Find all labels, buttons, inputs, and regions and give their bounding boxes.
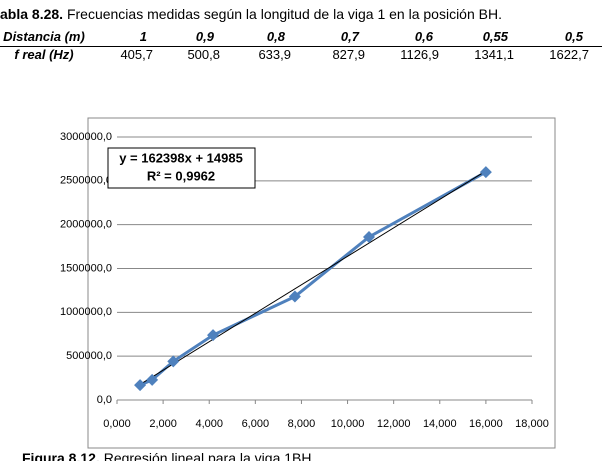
y-tick-label: 1000000,0 — [60, 306, 112, 318]
y-tick-label: 500000,0 — [66, 350, 112, 362]
equation-box — [107, 147, 256, 189]
x-tick-label: 12,000 — [377, 418, 411, 430]
header-cell: 1 — [139, 29, 147, 44]
data-point — [207, 329, 220, 342]
y-tick-label: 0,0 — [97, 394, 112, 406]
table-cell: 827,9 — [332, 47, 365, 62]
x-tick-label: 2,000 — [149, 418, 177, 430]
x-tick-label: 4,000 — [195, 418, 223, 430]
header-cell: 0,5 — [564, 29, 583, 44]
table-caption: abla 8.28. Frecuencias medidas según la … — [0, 6, 502, 22]
table-cell: 1622,7 — [549, 47, 589, 62]
figure-caption: Figura 8.12. Regresión lineal para la vi… — [22, 450, 315, 461]
header-cell: 0,6 — [414, 29, 433, 44]
x-tick-label: 0,000 — [103, 418, 131, 430]
caption-label: abla 8.28. — [0, 6, 64, 22]
figure-label: Figura 8.12. — [22, 450, 100, 461]
figure-text: Regresión lineal para la viga 1BH. — [103, 450, 316, 461]
x-tick-label: 6,000 — [242, 418, 270, 430]
header-cell: 0,9 — [195, 29, 214, 44]
x-tick-label: 16,000 — [469, 418, 503, 430]
equation: y = 162398x + 14985 — [119, 150, 243, 165]
table-cell: 500,8 — [187, 47, 220, 62]
data-point — [134, 379, 147, 392]
data-point — [288, 290, 301, 303]
table-cell: 1126,9 — [400, 47, 439, 62]
header-rule — [0, 46, 602, 47]
x-tick-label: 8,000 — [288, 418, 316, 430]
y-tick-label: 2500000,0 — [60, 175, 112, 187]
header-cell: 0,7 — [340, 29, 359, 44]
header-cell: 0,55 — [482, 29, 508, 44]
table-cell: 1341,1 — [474, 47, 514, 62]
y-tick-label: 2000000,0 — [60, 219, 112, 231]
table-cell: 633,9 — [258, 47, 291, 62]
x-tick-label: 14,000 — [423, 418, 457, 430]
data-point — [362, 230, 375, 243]
data-point — [146, 373, 159, 386]
y-tick-label: 1500000,0 — [60, 262, 112, 274]
data-point — [167, 355, 180, 368]
y-tick-label: 3000000,0 — [60, 131, 112, 143]
header-cell: 0,8 — [266, 29, 285, 44]
x-tick-label: 18,000 — [515, 418, 549, 430]
x-tick-label: 10,000 — [331, 418, 365, 430]
data-point — [479, 166, 492, 179]
trendline — [139, 170, 487, 385]
table-cell: 405,7 — [120, 47, 153, 62]
table-cell: f real (Hz) — [14, 47, 74, 62]
header-cell: Distancia (m) — [3, 29, 85, 44]
caption-text: Frecuencias medidas según la longitud de… — [66, 6, 502, 22]
r-squared: R² = 0,9962 — [147, 168, 215, 183]
